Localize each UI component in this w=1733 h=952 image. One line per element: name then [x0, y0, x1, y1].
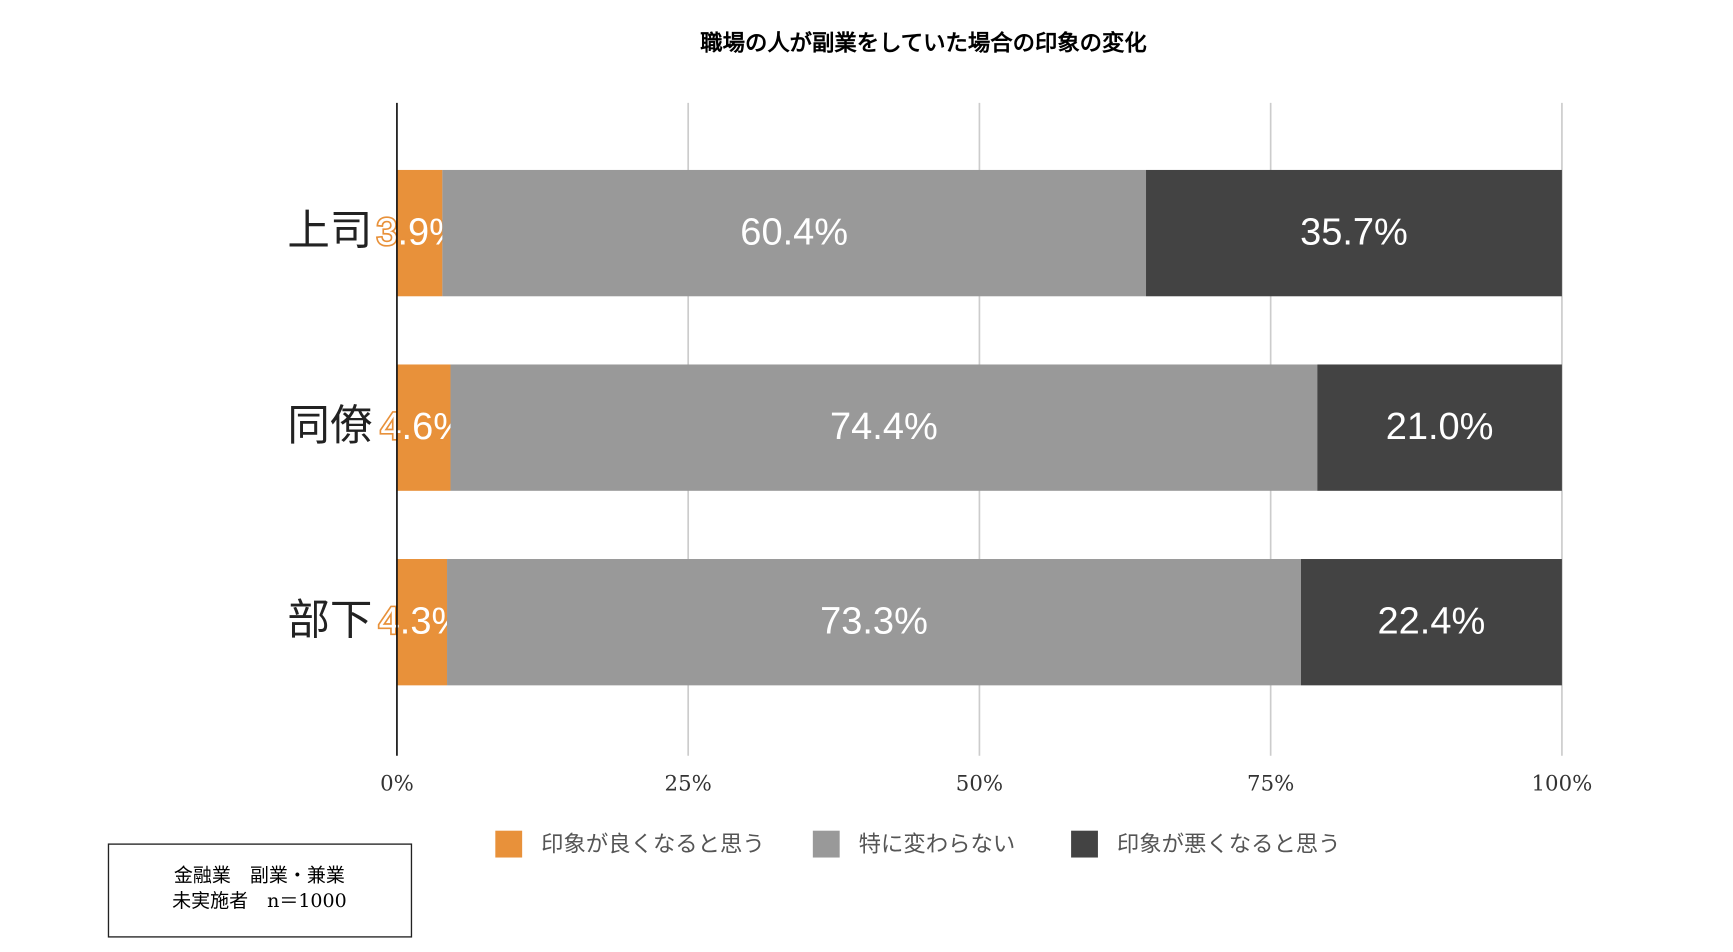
legend-swatch [495, 830, 523, 858]
x-tick-label: 75% [1247, 771, 1294, 796]
bar-segment [442, 169, 1147, 297]
legend-swatch [812, 830, 840, 858]
data-label: 22.4% [1378, 600, 1486, 642]
x-tick-label: 100% [1532, 771, 1593, 796]
note-line: 未実施者 n＝1000 [172, 890, 347, 912]
bar-segment [1317, 364, 1562, 491]
data-label: 60.4% [740, 211, 848, 253]
bar-segment [1146, 169, 1562, 297]
legend-label: 印象が悪くなると思う [1117, 832, 1341, 858]
bar-segment [450, 364, 1318, 491]
x-tick-label: 25% [665, 771, 712, 796]
bar-segment [396, 364, 451, 491]
bar-segment [396, 169, 443, 297]
x-tick-label: 50% [956, 771, 1003, 796]
data-label: 73.3% [820, 600, 928, 642]
bar-segment [1300, 559, 1562, 686]
bar-segment [447, 559, 1301, 686]
y-tick-label: 同僚 [287, 402, 372, 451]
data-label: 74.4% [830, 406, 938, 448]
y-tick-label: 上司 [287, 207, 372, 256]
legend-label: 印象が良くなると思う [541, 832, 765, 858]
x-tick-label: 0% [380, 771, 414, 796]
note-line: 金融業 副業・兼業 [174, 865, 345, 887]
legend-label: 特に変わらない [859, 832, 1016, 858]
bar-segment [396, 559, 448, 686]
legend-swatch [1071, 830, 1098, 858]
chart-title: 職場の人が副業をしていた場合の印象の変化 [700, 30, 1147, 57]
data-label: 35.7% [1300, 211, 1408, 253]
data-label: 21.0% [1386, 406, 1494, 448]
y-tick-label: 部下 [287, 596, 372, 645]
note-box [107, 843, 413, 938]
